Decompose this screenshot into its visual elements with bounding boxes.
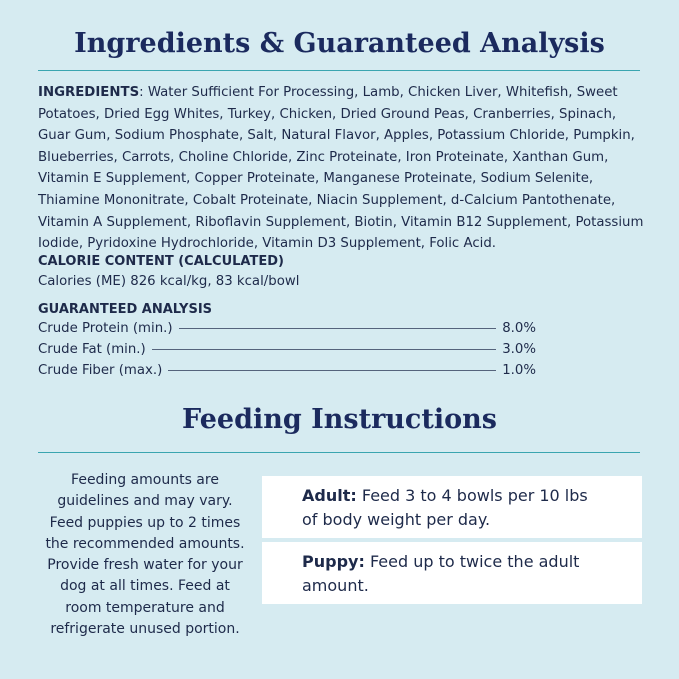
analysis-row: Crude Protein (min.) 8.0% [38, 318, 536, 338]
nutrient-value: 3.0% [502, 341, 536, 357]
nutrient-name: Crude Fat (min.) [38, 341, 146, 357]
feeding-title: Feeding Instructions [182, 404, 497, 435]
divider [38, 452, 640, 453]
card-text: Feed up to twice the adult amount. [302, 552, 580, 595]
analysis-heading: GUARANTEED ANALYSIS [38, 302, 213, 317]
leader-line [178, 327, 497, 329]
divider [38, 70, 640, 71]
card-label: Puppy: [302, 552, 365, 571]
feeding-card: Puppy: Feed up to twice the adult amount… [262, 542, 642, 604]
calorie-heading: CALORIE CONTENT (CALCULATED) [38, 254, 284, 269]
analysis-row: Crude Fiber (max.) 1.0% [38, 360, 536, 380]
ingredients-label: INGREDIENTS [38, 85, 140, 100]
title: Ingredients & Guaranteed Analysis [74, 28, 605, 59]
card-label: Adult: [302, 486, 357, 505]
nutrient-value: 8.0% [502, 320, 536, 336]
nutrient-value: 1.0% [502, 362, 536, 378]
analysis-row: Crude Fat (min.) 3.0% [38, 339, 536, 359]
calorie-text: Calories (ME) 826 kcal/kg, 83 kcal/bowl [38, 274, 300, 289]
feeding-card: Adult: Feed 3 to 4 bowls per 10 lbs of b… [262, 476, 642, 538]
ingredients: INGREDIENTS: Water Sufficient For Proces… [38, 82, 646, 255]
leader-line [168, 369, 497, 371]
nutrient-name: Crude Fiber (max.) [38, 362, 163, 378]
ingredients-text: : Water Sufficient For Processing, Lamb,… [38, 85, 644, 252]
nutrient-name: Crude Protein (min.) [38, 320, 173, 336]
leader-line [151, 348, 497, 350]
card-text: Feed 3 to 4 bowls per 10 lbs of body wei… [302, 486, 588, 529]
feeding-note: Feeding amounts are guidelines and may v… [45, 472, 245, 638]
